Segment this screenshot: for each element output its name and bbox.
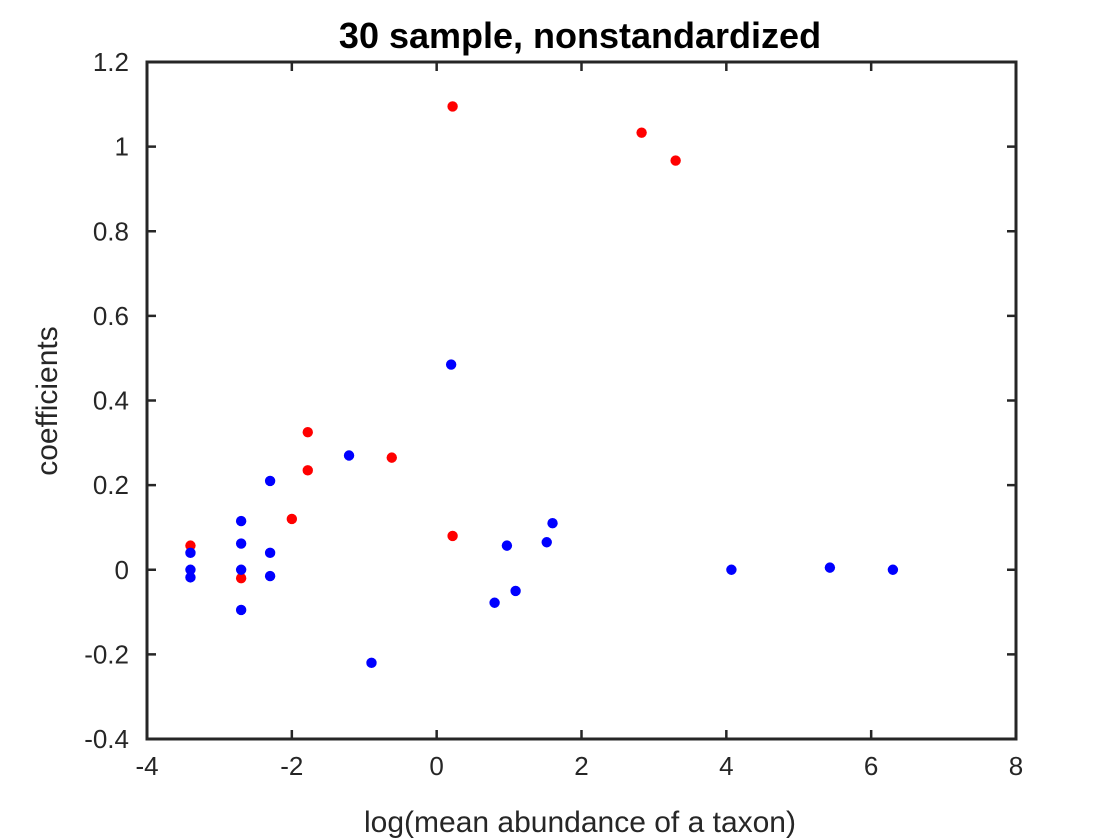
x-tick-label: 6 bbox=[864, 751, 878, 781]
data-point bbox=[824, 562, 836, 573]
data-point bbox=[670, 155, 681, 166]
plot-area: -4 -2 0 2 4 6 8 -0.4 -0.2 0 0.2 0.4 0.6 0.8 1 1.2 bbox=[84, 47, 1023, 781]
data-point bbox=[235, 604, 247, 616]
data-point bbox=[447, 101, 458, 112]
data-point bbox=[264, 547, 276, 559]
y-axis-label: coefficients bbox=[31, 326, 64, 476]
chart-title: 30 sample, nonstandardized bbox=[339, 15, 821, 56]
data-point bbox=[489, 597, 500, 608]
y-tick-label: 1 bbox=[115, 132, 129, 162]
data-point bbox=[510, 585, 521, 597]
data-point bbox=[887, 564, 899, 575]
data-point bbox=[185, 564, 196, 575]
data-point bbox=[547, 518, 558, 529]
x-axis-label: log(mean abundance of a taxon) bbox=[364, 806, 796, 839]
data-point bbox=[286, 513, 298, 525]
data-point bbox=[445, 359, 457, 370]
data-point bbox=[726, 564, 737, 575]
y-tick-label: 0.8 bbox=[93, 216, 129, 246]
data-point bbox=[235, 564, 247, 575]
data-point bbox=[447, 530, 458, 542]
x-tick-label: 4 bbox=[719, 751, 733, 781]
x-tick-label: 8 bbox=[1009, 751, 1023, 781]
data-point bbox=[541, 537, 552, 548]
y-tick-label: -0.2 bbox=[84, 639, 129, 669]
axes-box bbox=[145, 60, 1018, 741]
data-point bbox=[636, 127, 647, 138]
x-tick-label: 2 bbox=[574, 751, 588, 781]
data-point bbox=[366, 657, 377, 669]
data-point bbox=[264, 475, 276, 487]
x-tick-label: -2 bbox=[280, 751, 303, 781]
data-point bbox=[501, 540, 513, 551]
data-point bbox=[343, 450, 355, 461]
y-tick-label: 1.2 bbox=[93, 47, 129, 77]
y-tick-label: 0.4 bbox=[93, 386, 129, 416]
data-point bbox=[185, 547, 196, 559]
data-point bbox=[264, 570, 276, 582]
data-point bbox=[302, 427, 313, 438]
data-point bbox=[235, 515, 247, 527]
x-tick-label: -4 bbox=[135, 751, 158, 781]
data-point bbox=[235, 573, 247, 584]
data-point bbox=[386, 452, 397, 463]
y-tick-label: 0 bbox=[115, 555, 129, 585]
y-tick-label: -0.4 bbox=[84, 724, 129, 754]
data-point bbox=[235, 538, 247, 549]
data-point bbox=[302, 465, 313, 476]
data-point bbox=[185, 540, 196, 551]
y-tick-label: 0.2 bbox=[93, 470, 129, 500]
x-tick-label: 0 bbox=[429, 751, 443, 781]
y-tick-label: 0.6 bbox=[93, 301, 129, 331]
data-point bbox=[185, 572, 196, 583]
